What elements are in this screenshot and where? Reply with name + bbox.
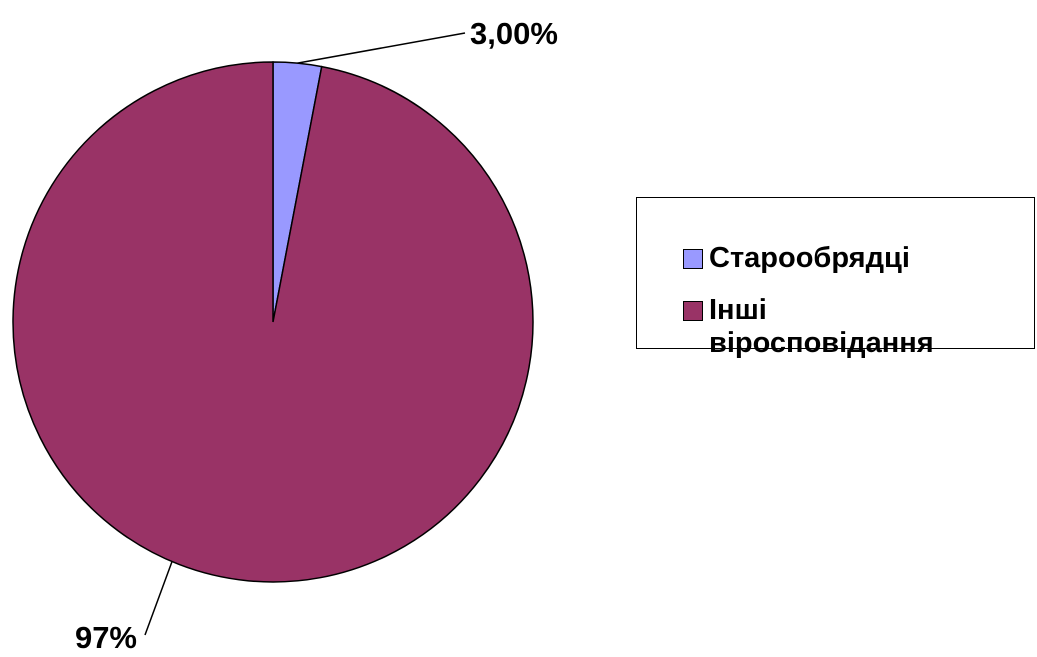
legend-label: Старообрядці xyxy=(709,242,910,274)
leader-line xyxy=(144,561,173,636)
data-label: 3,00% xyxy=(470,16,558,51)
data-label: 97% xyxy=(75,620,137,655)
legend-label: Інші віросповідання xyxy=(709,294,934,359)
legend-item: Старообрядці xyxy=(683,242,983,275)
legend: Старообрядці Інші віросповідання xyxy=(636,197,1035,359)
legend-swatch xyxy=(683,249,703,269)
legend-item: Інші віросповідання xyxy=(683,294,983,360)
leader-line xyxy=(297,32,466,64)
legend-swatch xyxy=(683,301,703,321)
pie-slice xyxy=(12,61,534,583)
